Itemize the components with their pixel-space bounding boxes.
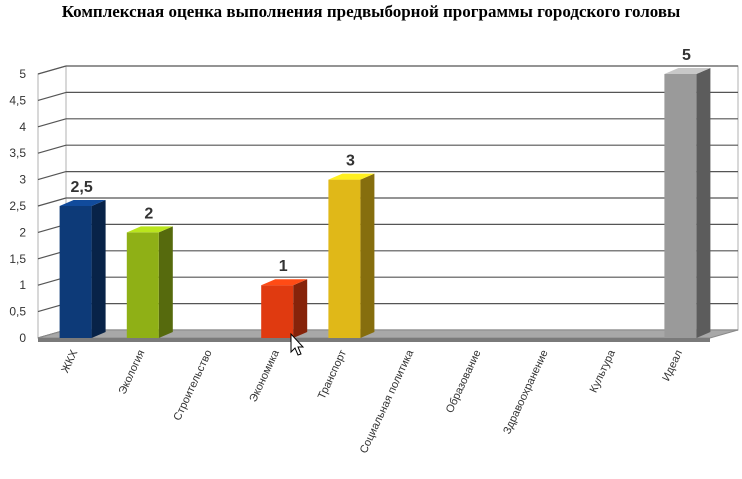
bar-front <box>126 232 159 338</box>
bar-top <box>664 68 711 74</box>
x-category-label: Здравоохранение <box>501 348 551 436</box>
gridline-side <box>37 91 67 101</box>
y-tick-label: 3,5 <box>9 146 26 160</box>
gridline-side <box>37 197 67 207</box>
bar-front <box>328 179 361 338</box>
gridline-side <box>37 144 67 154</box>
data-labels: 2,5 2 1 3 5 <box>70 47 690 275</box>
bar-top <box>59 200 106 206</box>
x-category-label: Транспорт <box>316 348 349 401</box>
floor-front <box>38 338 710 342</box>
gridline-side <box>37 118 67 128</box>
y-tick-label: 2 <box>19 225 26 239</box>
bar <box>328 173 375 338</box>
bar-top <box>126 226 173 233</box>
y-tick-label: 0,5 <box>9 305 26 319</box>
data-label: 1 <box>279 258 288 275</box>
bar-top <box>261 279 308 286</box>
bar-front <box>59 206 92 338</box>
data-label: 5 <box>682 47 691 64</box>
y-tick-label: 4,5 <box>9 93 26 107</box>
y-axis-ticks: 0 0,5 1 1,5 2 2,5 3 3,5 4 4,5 5 <box>9 67 26 345</box>
x-category-label: Образование <box>444 348 484 415</box>
data-label: 3 <box>346 153 355 170</box>
y-tick-label: 5 <box>19 67 26 81</box>
x-category-label: Культура <box>588 347 619 394</box>
y-tick-label: 2,5 <box>9 199 26 213</box>
y-tick-label: 1 <box>19 278 26 292</box>
bars <box>59 68 711 338</box>
bar-side <box>360 173 375 338</box>
bar-side <box>293 279 308 338</box>
mouse-cursor-icon <box>290 332 305 356</box>
x-category-label: Экология <box>117 348 148 396</box>
bar <box>261 279 308 338</box>
data-label: 2,5 <box>70 179 92 196</box>
x-category-label: Идеал <box>660 348 685 383</box>
bar-side <box>696 68 711 338</box>
bar-top <box>328 173 375 180</box>
y-tick-label: 0 <box>19 331 26 345</box>
x-axis-categories: ЖКХ Экология Строительство Экономика Транспо… <box>59 347 685 455</box>
chart-title: Комплексная оценка выполнения предвыборн… <box>61 2 681 21</box>
bar-side <box>158 226 173 338</box>
x-category-label: Строительство <box>171 348 214 422</box>
y-tick-label: 1,5 <box>9 252 26 266</box>
bar <box>664 68 711 338</box>
gridline-side <box>37 171 67 181</box>
bar <box>59 200 106 338</box>
x-category-label: Социальная политика <box>358 347 417 455</box>
gridline-side <box>37 65 67 75</box>
data-label: 2 <box>144 205 153 222</box>
x-category-label: ЖКХ <box>59 348 80 375</box>
y-tick-label: 3 <box>19 173 26 187</box>
bar-front <box>261 285 294 338</box>
x-category-label: Экономика <box>247 347 282 404</box>
chart-floor <box>37 329 739 342</box>
y-tick-label: 4 <box>19 120 26 134</box>
bar-side <box>91 200 106 338</box>
bar-front <box>664 74 697 338</box>
bar <box>126 226 173 338</box>
